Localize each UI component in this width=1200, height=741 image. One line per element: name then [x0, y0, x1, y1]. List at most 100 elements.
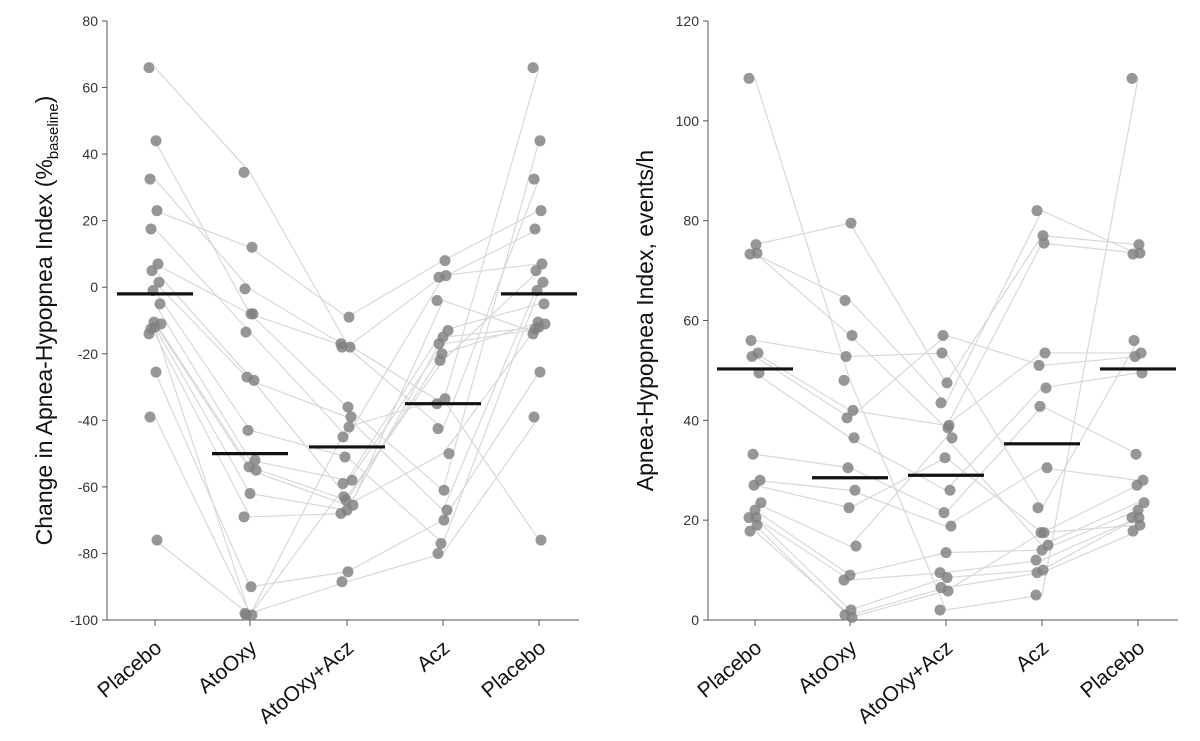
- data-point: [755, 497, 767, 509]
- data-point: [743, 72, 755, 84]
- data-point: [1031, 205, 1043, 217]
- subject-line: [754, 436, 1139, 547]
- y-tick-label: 80: [683, 213, 699, 229]
- data-point: [438, 484, 450, 496]
- data-point: [841, 412, 853, 424]
- x-tick-label: AtoOxy: [194, 636, 262, 698]
- y-tick-label: -60: [78, 479, 98, 495]
- data-point: [343, 311, 355, 323]
- data-point: [838, 374, 850, 386]
- y-axis-title-close: ): [31, 96, 57, 104]
- data-point: [343, 421, 355, 433]
- data-point: [246, 241, 258, 253]
- data-point: [240, 609, 252, 621]
- data-point: [1131, 479, 1143, 491]
- data-point: [336, 341, 348, 353]
- data-point: [342, 401, 354, 413]
- subject-line: [154, 210, 540, 318]
- data-point: [747, 448, 759, 460]
- data-point: [529, 223, 541, 235]
- data-point: [1039, 347, 1051, 359]
- subject-line: [754, 78, 1139, 611]
- data-point: [937, 329, 949, 341]
- data-point: [150, 135, 162, 147]
- data-point: [438, 514, 450, 526]
- data-point: [842, 462, 854, 474]
- y-tick-label: 40: [82, 146, 98, 162]
- data-point: [840, 350, 852, 362]
- data-point: [934, 604, 946, 616]
- data-point: [847, 404, 859, 416]
- y-tick-label: 60: [683, 313, 699, 329]
- data-point: [1030, 554, 1042, 566]
- x-tick-label: Placebo: [477, 636, 550, 702]
- data-point: [537, 276, 549, 288]
- subject-line: [754, 524, 1139, 619]
- y-axis-title-main: Apnea-Hypopnea Index, events/h: [632, 150, 658, 491]
- data-point: [143, 62, 155, 74]
- data-point: [247, 308, 259, 320]
- data-point: [432, 423, 444, 435]
- data-point: [336, 576, 348, 588]
- data-point: [439, 255, 451, 267]
- data-point: [1038, 527, 1050, 539]
- data-point: [153, 276, 165, 288]
- data-point: [443, 448, 455, 460]
- x-tick-label: AtoOxy+Acz: [254, 636, 358, 728]
- data-point: [942, 585, 954, 597]
- data-point: [748, 479, 760, 491]
- data-point: [945, 520, 957, 532]
- data-point: [335, 508, 347, 520]
- data-point: [849, 484, 861, 496]
- data-point: [240, 326, 252, 338]
- data-point: [745, 334, 757, 346]
- data-point: [751, 247, 763, 259]
- data-point: [344, 341, 356, 353]
- data-point: [245, 581, 257, 593]
- data-point: [1030, 589, 1042, 601]
- x-tick-label: Acz: [1012, 636, 1054, 676]
- data-point: [939, 452, 951, 464]
- data-point: [839, 295, 851, 307]
- subject-line: [754, 334, 1139, 419]
- data-point: [746, 350, 758, 362]
- x-tick-label: AtoOxy+Acz: [853, 636, 957, 728]
- data-point: [440, 270, 452, 282]
- data-point: [845, 217, 857, 229]
- y-tick-label: -100: [70, 612, 98, 628]
- data-point: [535, 534, 547, 546]
- subject-line: [154, 178, 540, 430]
- data-point: [938, 507, 950, 519]
- y-tick-label: 0: [691, 612, 699, 628]
- data-point: [528, 411, 540, 423]
- data-point: [1134, 519, 1146, 531]
- data-point: [751, 519, 763, 531]
- data-point: [1129, 350, 1141, 362]
- x-tick-label: Acz: [413, 636, 455, 676]
- data-point: [146, 265, 158, 277]
- subject-line: [154, 67, 540, 405]
- data-point: [150, 366, 162, 378]
- data-point: [530, 265, 542, 277]
- data-point: [339, 451, 351, 463]
- x-tick-label: Placebo: [1076, 636, 1149, 702]
- data-point: [940, 547, 952, 559]
- data-point: [248, 374, 260, 386]
- y-tick-label: -20: [78, 346, 98, 362]
- data-point: [838, 574, 850, 586]
- data-point: [1128, 334, 1140, 346]
- data-point: [441, 504, 453, 516]
- data-point: [1034, 400, 1046, 412]
- data-point: [337, 478, 349, 490]
- data-point: [433, 338, 445, 350]
- data-point: [1133, 239, 1145, 251]
- data-point: [436, 348, 448, 360]
- data-point: [1036, 544, 1048, 556]
- chart-1: 80 60 40 20 0 -20 -40 -60 -80 -100 Placebo AtoOxyAt…: [31, 13, 579, 728]
- data-point: [1134, 247, 1146, 259]
- data-point: [145, 223, 157, 235]
- data-point: [337, 431, 349, 443]
- data-point: [1032, 502, 1044, 514]
